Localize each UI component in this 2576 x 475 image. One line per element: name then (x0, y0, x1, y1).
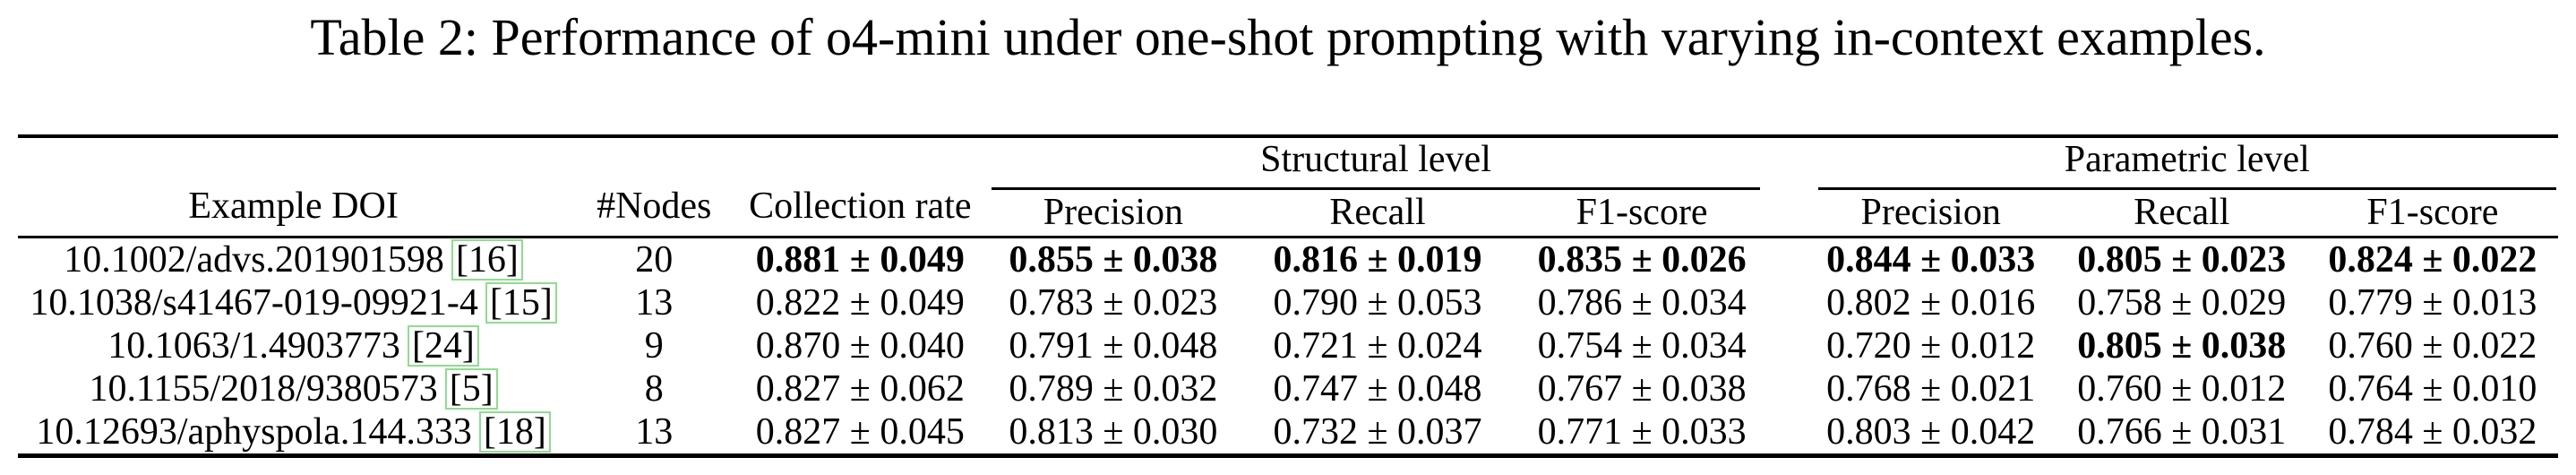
cell-structural-precision: 0.783 ± 0.023 (1009, 281, 1218, 324)
cell-structural-f1: 0.835 ± 0.026 (1537, 238, 1747, 281)
cell-parametric-recall: 0.805 ± 0.038 (2077, 324, 2287, 367)
cell-parametric-f1: 0.760 ± 0.022 (2328, 324, 2537, 367)
cell-parametric-recall: 0.758 ± 0.029 (2077, 281, 2287, 324)
cell-parametric-f1: 0.824 ± 0.022 (2328, 238, 2537, 281)
table-caption: Table 2: Performance of o4-mini under on… (310, 8, 2266, 66)
column-header-nodes: #Nodes (569, 136, 740, 238)
cell-collection-rate: 0.827 ± 0.062 (755, 367, 965, 410)
column-header-structural-precision: Precision (981, 190, 1246, 238)
spacer-cell (1774, 410, 1806, 456)
spacer-cell (1774, 281, 1806, 324)
doi-text: 10.1038/s41467-019-09921-4 (30, 281, 478, 324)
cell-nodes: 13 (635, 410, 674, 453)
doi-text: 10.1063/1.4903773 (107, 324, 400, 367)
doi-text: 10.1155/2018/9380573 (89, 367, 438, 410)
column-header-structural-f1: F1-score (1509, 190, 1774, 238)
group-header-parametric-label: Parametric level (2064, 139, 2310, 180)
table-row: 10.1002/advs.201901598 [16] 20 0.881 ± 0.… (18, 237, 2558, 281)
column-group-spacer (1773, 136, 1806, 238)
cell-structural-precision: 0.791 ± 0.048 (1009, 324, 1218, 367)
cell-collection-rate: 0.881 ± 0.049 (755, 238, 965, 281)
cell-parametric-recall: 0.766 ± 0.031 (2077, 410, 2287, 453)
cell-structural-f1: 0.754 ± 0.034 (1537, 324, 1747, 367)
cell-parametric-f1: 0.764 ± 0.010 (2328, 367, 2537, 410)
cell-parametric-recall: 0.760 ± 0.012 (2077, 367, 2287, 410)
cell-nodes: 8 (644, 367, 664, 410)
column-header-parametric-f1: F1-score (2306, 190, 2558, 238)
cell-nodes: 13 (635, 281, 674, 324)
table-row: 10.12693/aphyspola.144.333 [18] 13 0.827 … (18, 410, 2558, 456)
cell-parametric-f1: 0.779 ± 0.013 (2328, 281, 2537, 324)
table-row: 10.1038/s41467-019-09921-4 [15] 13 0.822 … (18, 281, 2558, 324)
cell-parametric-f1: 0.784 ± 0.032 (2328, 410, 2537, 453)
cell-example-doi: 10.1155/2018/9380573 [5] (18, 367, 569, 410)
column-header-structural-recall: Recall (1245, 190, 1510, 238)
group-header-parametric-level: Parametric level (1806, 136, 2558, 190)
cell-structural-recall: 0.732 ± 0.037 (1273, 410, 1482, 453)
cell-structural-f1: 0.771 ± 0.033 (1537, 410, 1747, 453)
column-header-example-doi: Example DOI (18, 136, 570, 238)
table-row: 10.1155/2018/9380573 [5] 8 0.827 ± 0.062 … (18, 367, 2558, 410)
citation-link[interactable]: [16] (451, 238, 523, 281)
citation-link[interactable]: [18] (478, 410, 551, 453)
cell-example-doi: 10.1063/1.4903773 [24] (18, 324, 569, 367)
cell-nodes: 20 (635, 238, 674, 281)
cell-structural-precision: 0.789 ± 0.032 (1009, 367, 1218, 410)
column-header-parametric-recall: Recall (2056, 190, 2307, 238)
table-row: 10.1063/1.4903773 [24] 9 0.870 ± 0.040 0.… (18, 324, 2558, 367)
doi-text: 10.1002/advs.201901598 (64, 238, 444, 281)
spacer-cell (1774, 324, 1806, 367)
citation-link[interactable]: [24] (407, 324, 479, 367)
cell-parametric-recall: 0.805 ± 0.023 (2077, 238, 2287, 281)
cell-example-doi: 10.1002/advs.201901598 [16] (18, 237, 569, 281)
cell-nodes: 9 (644, 324, 664, 367)
column-header-collection-rate: Collection rate (739, 136, 982, 238)
cell-parametric-precision: 0.844 ± 0.033 (1826, 238, 2036, 281)
cell-structural-recall: 0.747 ± 0.048 (1273, 367, 1482, 410)
group-header-structural-label: Structural level (1260, 139, 1491, 180)
doi-text: 10.12693/aphyspola.144.333 (36, 410, 472, 453)
cell-structural-f1: 0.767 ± 0.038 (1537, 367, 1747, 410)
cell-structural-recall: 0.721 ± 0.024 (1273, 324, 1482, 367)
cell-parametric-precision: 0.802 ± 0.016 (1826, 281, 2036, 324)
results-table: Example DOI #Nodes Collection rate Struc… (18, 134, 2558, 458)
cell-example-doi: 10.12693/aphyspola.144.333 [18] (18, 410, 569, 456)
cell-parametric-precision: 0.803 ± 0.042 (1826, 410, 2036, 453)
cell-parametric-precision: 0.768 ± 0.021 (1826, 367, 2036, 410)
cell-collection-rate: 0.870 ± 0.040 (755, 324, 965, 367)
cell-collection-rate: 0.822 ± 0.049 (755, 281, 965, 324)
group-header-structural-level: Structural level (981, 136, 1773, 190)
cell-example-doi: 10.1038/s41467-019-09921-4 [15] (18, 281, 569, 324)
cell-structural-precision: 0.855 ± 0.038 (1009, 238, 1218, 281)
cell-parametric-precision: 0.720 ± 0.012 (1826, 324, 2036, 367)
column-header-parametric-precision: Precision (1805, 190, 2057, 238)
cell-structural-precision: 0.813 ± 0.030 (1009, 410, 1218, 453)
citation-link[interactable]: [5] (444, 367, 498, 410)
cell-collection-rate: 0.827 ± 0.045 (755, 410, 965, 453)
cell-structural-recall: 0.790 ± 0.053 (1273, 281, 1482, 324)
spacer-cell (1774, 237, 1806, 281)
cell-structural-recall: 0.816 ± 0.019 (1273, 238, 1482, 281)
spacer-cell (1774, 367, 1806, 410)
citation-link[interactable]: [15] (485, 281, 557, 324)
cell-structural-f1: 0.786 ± 0.034 (1537, 281, 1747, 324)
